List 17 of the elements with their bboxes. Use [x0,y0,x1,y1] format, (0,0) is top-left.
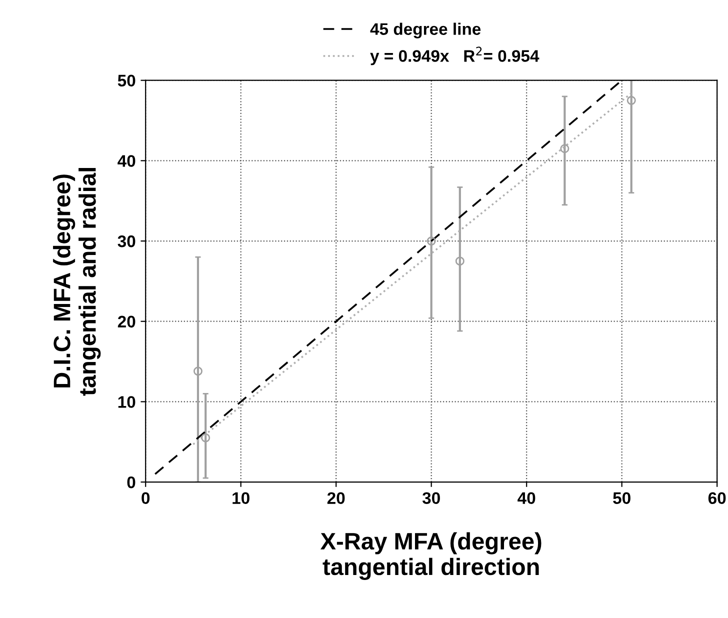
y-tick-label: 30 [118,235,136,248]
y-tick-label: 0 [127,476,136,488]
y-axis-title: D.I.C. MFA (degree) tangential and radial [53,168,101,396]
legend-label: y = 0.949x R$^{2}$= 0.954 [370,46,540,66]
y-tick-label: 20 [118,316,136,328]
y-tick-label: 40 [118,155,136,167]
x-tick-label: 0 [142,492,150,504]
legend-label: 45 degree line [370,22,481,38]
x-tick-label: 60 [708,492,726,504]
x-tick-label: 10 [232,492,250,504]
x-tick-label: 30 [422,492,440,504]
y-tick-label: 10 [118,396,136,408]
x-tick-label: 40 [518,492,536,504]
x-axis-title: X-Ray MFA (degree) tangential direction [320,532,542,580]
x-tick-label: 50 [613,492,630,504]
x-tick-label: 20 [327,492,345,504]
y-tick-label: 50 [118,74,136,87]
